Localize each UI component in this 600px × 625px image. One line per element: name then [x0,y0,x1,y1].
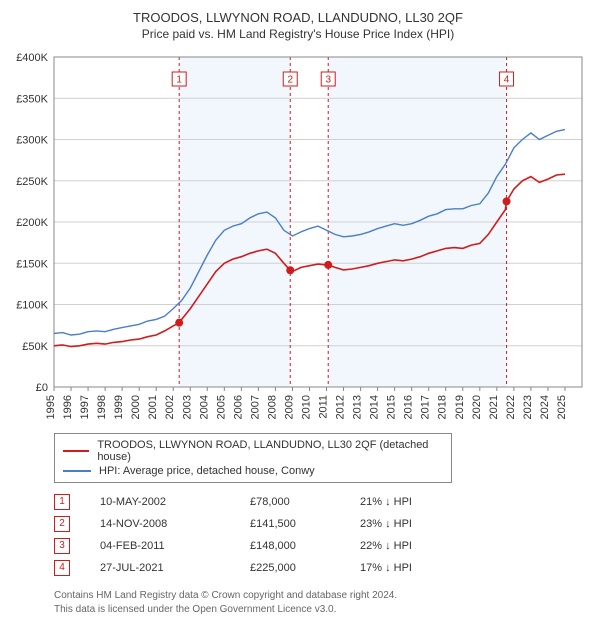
svg-text:2013: 2013 [352,395,364,419]
legend-item: HPI: Average price, detached house, Conw… [63,464,443,478]
svg-text:2001: 2001 [147,395,159,419]
attribution-line2: This data is licensed under the Open Gov… [54,603,588,617]
svg-text:£400K: £400K [16,52,48,64]
svg-text:1995: 1995 [45,395,57,419]
svg-text:£250K: £250K [16,176,48,188]
svg-text:2008: 2008 [266,395,278,419]
svg-text:3: 3 [325,75,331,86]
transaction-price: £148,000 [250,540,360,552]
transaction-diff: 21% ↓ HPI [360,496,470,508]
transaction-row: 304-FEB-2011£148,00022% ↓ HPI [54,535,588,557]
svg-text:2020: 2020 [471,395,483,419]
svg-text:2019: 2019 [454,395,466,419]
svg-text:1999: 1999 [113,395,125,419]
legend-swatch [63,450,89,452]
svg-text:2000: 2000 [130,395,142,419]
transaction-date: 04-FEB-2011 [70,540,250,552]
svg-text:2003: 2003 [181,395,193,419]
transaction-marker: 4 [54,560,70,576]
svg-text:£0: £0 [36,382,48,394]
svg-text:2010: 2010 [300,395,312,419]
transaction-marker: 1 [54,494,70,510]
legend: TROODOS, LLWYNON ROAD, LLANDUDNO, LL30 2… [54,433,452,483]
attribution-line1: Contains HM Land Registry data © Crown c… [54,589,588,603]
transaction-diff: 22% ↓ HPI [360,540,470,552]
svg-text:2022: 2022 [505,395,517,419]
svg-text:2017: 2017 [420,395,432,419]
transaction-row: 110-MAY-2002£78,00021% ↓ HPI [54,491,588,513]
svg-text:2006: 2006 [232,395,244,419]
transaction-price: £225,000 [250,562,360,574]
transaction-diff: 23% ↓ HPI [360,518,470,530]
svg-text:2023: 2023 [522,395,534,419]
transactions-table: 110-MAY-2002£78,00021% ↓ HPI214-NOV-2008… [54,491,588,579]
svg-text:£300K: £300K [16,135,48,147]
transaction-row: 214-NOV-2008£141,50023% ↓ HPI [54,513,588,535]
legend-label: TROODOS, LLWYNON ROAD, LLANDUDNO, LL30 2… [97,439,443,463]
attribution: Contains HM Land Registry data © Crown c… [54,589,588,617]
svg-text:2015: 2015 [386,395,398,419]
svg-text:2007: 2007 [249,395,261,419]
legend-swatch [63,470,91,472]
legend-item: TROODOS, LLWYNON ROAD, LLANDUDNO, LL30 2… [63,438,443,464]
transaction-marker: 3 [54,538,70,554]
transaction-row: 427-JUL-2021£225,00017% ↓ HPI [54,557,588,579]
svg-text:2018: 2018 [437,395,449,419]
transaction-diff: 17% ↓ HPI [360,562,470,574]
chart-subtitle: Price paid vs. HM Land Registry's House … [8,27,588,41]
svg-text:2009: 2009 [283,395,295,419]
svg-text:2016: 2016 [403,395,415,419]
svg-text:1997: 1997 [79,395,91,419]
svg-text:4: 4 [504,75,510,86]
chart-plot-area: £0 £50K £100K £150K £200K £250K £300K £350K £400… [8,49,588,427]
chart-container: TROODOS, LLWYNON ROAD, LLANDUDNO, LL30 2… [8,10,588,617]
svg-text:2012: 2012 [335,395,347,419]
svg-text:2014: 2014 [369,395,381,419]
svg-text:£150K: £150K [16,258,48,270]
transaction-date: 27-JUL-2021 [70,562,250,574]
svg-text:2024: 2024 [539,395,551,419]
svg-text:2021: 2021 [488,395,500,419]
svg-text:2004: 2004 [198,395,210,419]
transaction-price: £78,000 [250,496,360,508]
transaction-date: 10-MAY-2002 [70,496,250,508]
svg-text:£200K: £200K [16,217,48,229]
svg-text:£100K: £100K [16,300,48,312]
svg-text:2011: 2011 [318,395,330,419]
chart-svg: £0 £50K £100K £150K £200K £250K £300K £350K £400… [8,49,588,427]
svg-text:2005: 2005 [215,395,227,419]
svg-text:£50K: £50K [22,341,48,353]
transaction-date: 14-NOV-2008 [70,518,250,530]
transaction-marker: 2 [54,516,70,532]
svg-text:1996: 1996 [62,395,74,419]
svg-text:1: 1 [176,75,182,86]
legend-label: HPI: Average price, detached house, Conw… [99,465,315,477]
svg-text:2025: 2025 [556,395,568,419]
svg-text:£350K: £350K [16,93,48,105]
chart-title: TROODOS, LLWYNON ROAD, LLANDUDNO, LL30 2… [8,10,588,25]
transaction-price: £141,500 [250,518,360,530]
svg-text:1998: 1998 [96,395,108,419]
svg-text:2: 2 [287,75,293,86]
svg-text:2002: 2002 [164,395,176,419]
